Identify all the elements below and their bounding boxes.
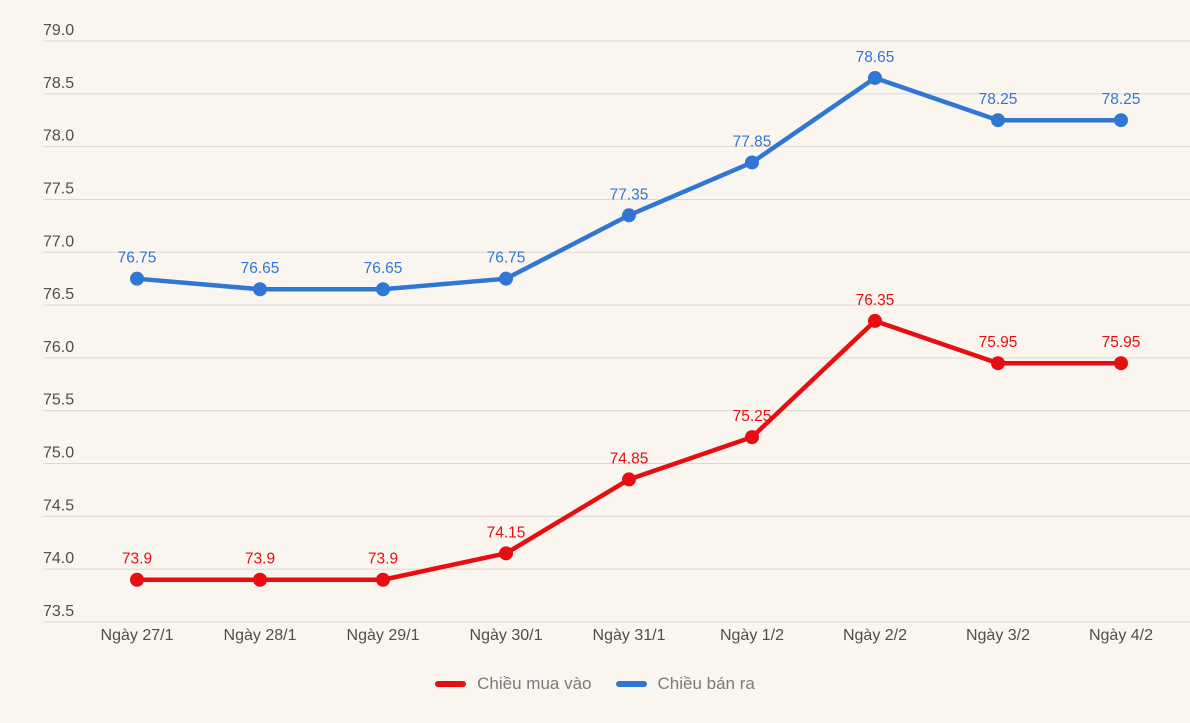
x-axis-label: Ngày 4/2 bbox=[1089, 627, 1153, 644]
data-point-label: 76.75 bbox=[487, 250, 526, 267]
data-point-label: 77.35 bbox=[610, 186, 649, 203]
data-point-label: 73.9 bbox=[368, 551, 398, 568]
data-point-marker bbox=[622, 472, 636, 487]
data-point-marker bbox=[376, 572, 390, 587]
data-point-marker bbox=[499, 546, 513, 561]
legend-item[interactable]: Chiều mua vào bbox=[435, 674, 592, 693]
y-axis-tick-label: 76.5 bbox=[43, 286, 74, 303]
x-axis-label: Ngày 3/2 bbox=[966, 627, 1030, 644]
y-axis-tick-label: 77.5 bbox=[43, 180, 74, 197]
x-axis-label: Ngày 2/2 bbox=[843, 627, 907, 644]
data-point-label: 74.15 bbox=[487, 524, 526, 541]
series-line bbox=[134, 75, 1124, 292]
data-point-label: 73.9 bbox=[122, 551, 152, 568]
data-point-marker bbox=[745, 155, 759, 170]
data-point-marker bbox=[376, 282, 390, 297]
y-axis-tick-label: 75.5 bbox=[43, 392, 74, 409]
data-point-label: 75.95 bbox=[1102, 334, 1141, 351]
legend-item-label: Chiều bán ra bbox=[657, 674, 755, 693]
data-point-marker bbox=[868, 70, 882, 85]
y-axis-tick-label: 78.5 bbox=[43, 75, 74, 92]
x-axis-label: Ngày 27/1 bbox=[101, 627, 174, 644]
data-point-marker bbox=[868, 313, 882, 328]
y-axis-tick-label: 74.5 bbox=[43, 497, 74, 514]
data-point-marker bbox=[1114, 356, 1128, 371]
x-axis-label: Ngày 28/1 bbox=[224, 627, 297, 644]
data-point-marker bbox=[130, 572, 144, 587]
legend-swatch-icon bbox=[435, 680, 467, 687]
legend-swatch-icon bbox=[615, 680, 647, 687]
data-point-marker bbox=[622, 208, 636, 223]
x-axis-label: Ngày 30/1 bbox=[470, 627, 543, 644]
legend-item[interactable]: Chiều bán ra bbox=[615, 674, 755, 693]
y-axis-tick-label: 77.0 bbox=[43, 233, 74, 250]
data-point-label: 76.75 bbox=[118, 250, 157, 267]
data-point-label: 75.95 bbox=[979, 334, 1018, 351]
y-axis-tick-label: 78.0 bbox=[43, 128, 74, 145]
data-point-marker bbox=[1114, 113, 1128, 128]
data-point-label: 76.65 bbox=[364, 260, 403, 277]
data-point-marker bbox=[253, 572, 267, 587]
legend-item-label: Chiều mua vào bbox=[477, 674, 592, 693]
y-axis-tick-label: 73.5 bbox=[43, 603, 74, 620]
y-axis-tick-label: 74.0 bbox=[43, 550, 74, 567]
x-axis-label: Ngày 29/1 bbox=[347, 627, 420, 644]
data-point-label: 74.85 bbox=[610, 450, 649, 467]
y-axis-tick-label: 76.0 bbox=[43, 339, 74, 356]
data-point-label: 76.35 bbox=[856, 292, 895, 309]
legend: Chiều mua vào Chiều bán ra bbox=[0, 675, 1190, 692]
data-point-label: 78.25 bbox=[979, 91, 1018, 108]
x-axis-label: Ngày 1/2 bbox=[720, 627, 784, 644]
data-point-marker bbox=[130, 271, 144, 286]
chart-canvas: 79.0 78.5 78.0 77.5 77.0 76.5 76.0 75.5 75.0 74.5… bbox=[43, 22, 1190, 644]
data-point-label: 77.85 bbox=[733, 133, 772, 150]
data-point-marker bbox=[991, 113, 1005, 128]
x-axis-label: Ngày 31/1 bbox=[593, 627, 666, 644]
y-axis-tick-label: 75.0 bbox=[43, 445, 74, 462]
data-point-label: 78.65 bbox=[856, 49, 895, 66]
data-point-label: 75.25 bbox=[733, 408, 772, 425]
y-axis-tick-label: 79.0 bbox=[43, 22, 74, 39]
data-point-label: 73.9 bbox=[245, 551, 275, 568]
data-point-label: 76.65 bbox=[241, 260, 280, 277]
data-point-label: 78.25 bbox=[1102, 91, 1141, 108]
data-point-marker bbox=[499, 271, 513, 286]
data-point-marker bbox=[991, 356, 1005, 371]
data-point-marker bbox=[253, 282, 267, 297]
data-point-marker bbox=[745, 430, 759, 445]
